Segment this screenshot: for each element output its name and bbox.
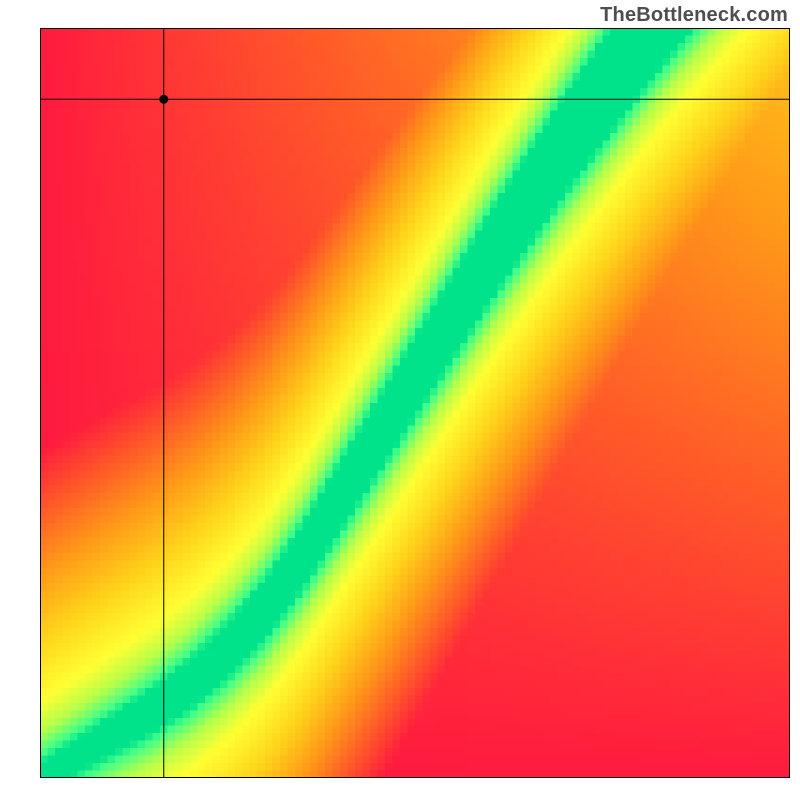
bottleneck-heatmap xyxy=(40,28,790,778)
chart-area xyxy=(40,28,790,778)
figure-container: TheBottleneck.com xyxy=(0,0,800,800)
watermark-text: TheBottleneck.com xyxy=(600,4,788,27)
